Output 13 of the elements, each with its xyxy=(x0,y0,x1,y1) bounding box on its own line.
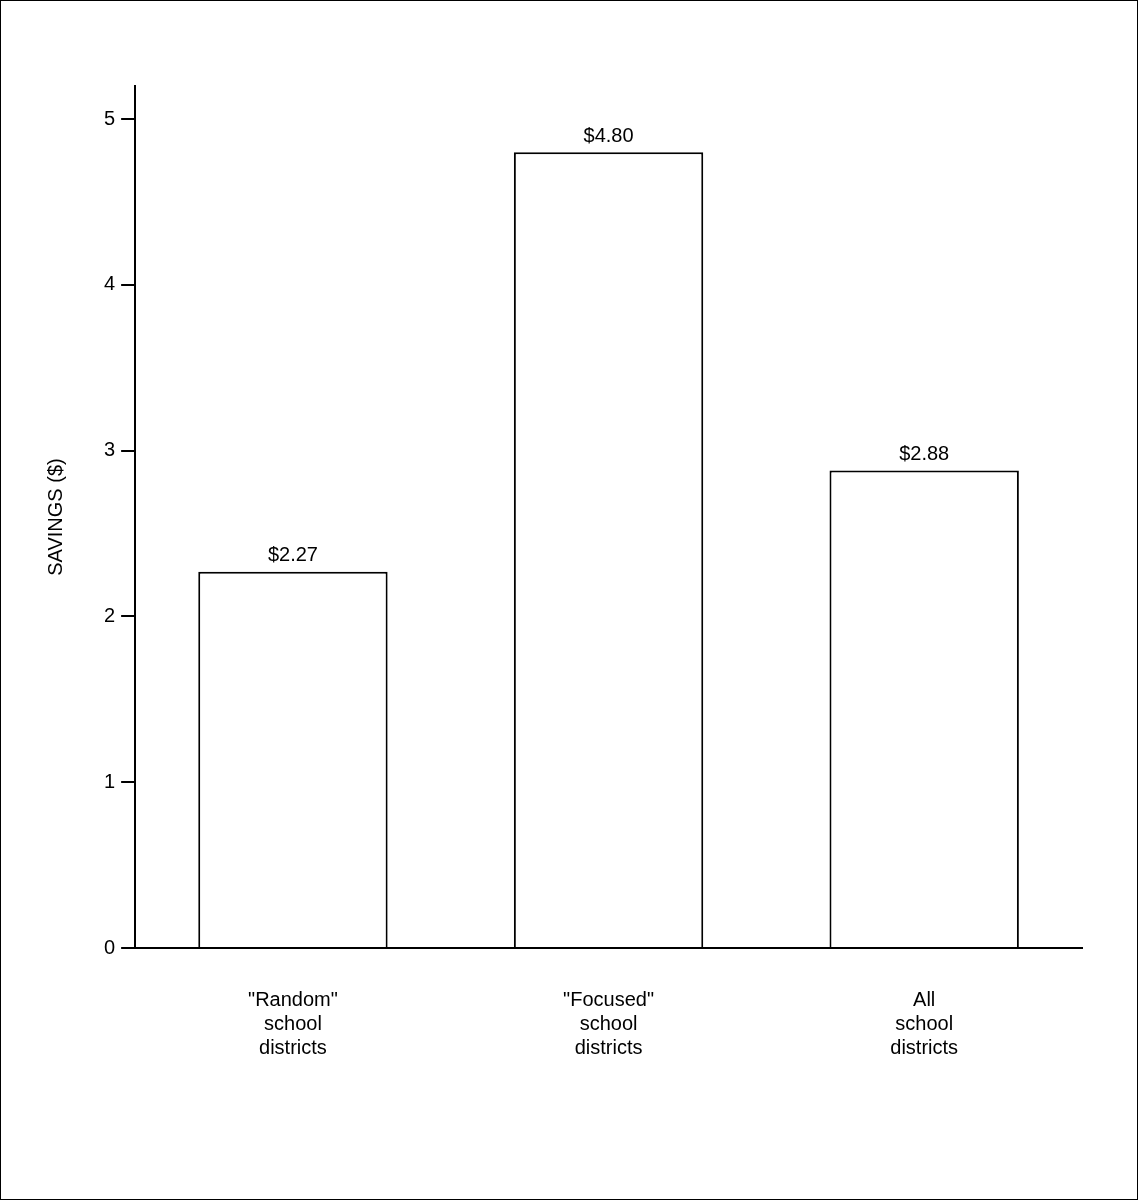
data-label: $4.80 xyxy=(583,123,634,146)
y-tick-label: 5 xyxy=(104,106,116,129)
y-tick-label: 3 xyxy=(104,438,116,461)
x-tick-label: "Focused" school districts xyxy=(563,987,655,1058)
y-tick-label: 4 xyxy=(104,272,116,295)
y-tick-label: 2 xyxy=(104,603,116,626)
y-axis-title: SAVINGS ($) xyxy=(43,458,66,576)
data-label: $2.27 xyxy=(267,543,318,566)
x-tick-label: All school districts xyxy=(890,987,959,1058)
y-tick-label: 1 xyxy=(104,769,116,792)
x-tick-label: "Random" school districts xyxy=(248,987,338,1058)
y-tick-label: 0 xyxy=(104,935,116,958)
data-label: $2.88 xyxy=(899,442,950,465)
